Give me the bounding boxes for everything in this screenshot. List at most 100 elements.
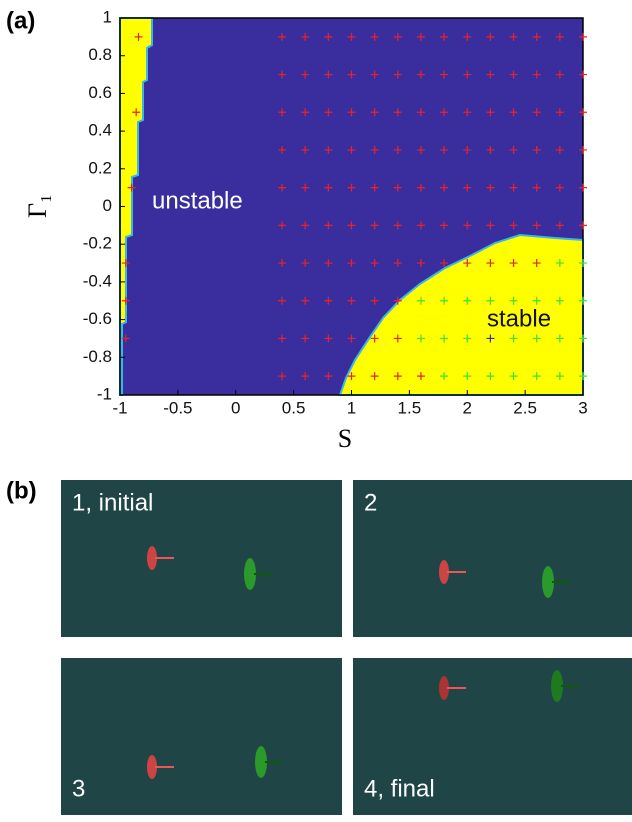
marker [324, 372, 333, 381]
marker [393, 108, 402, 117]
x-tick-label: 2.5 [513, 398, 537, 417]
marker [463, 372, 472, 381]
marker [393, 32, 402, 41]
marker [532, 296, 541, 305]
marker [555, 296, 564, 305]
marker [347, 108, 356, 117]
marker [486, 334, 495, 343]
marker [393, 183, 402, 192]
y-tick-label: 0.4 [88, 121, 112, 140]
marker [278, 334, 287, 343]
marker [579, 334, 587, 343]
panel-label: (a) [6, 7, 35, 34]
marker [579, 372, 587, 381]
marker [440, 259, 449, 268]
marker [509, 32, 518, 41]
green-body [551, 670, 563, 702]
marker [486, 296, 495, 305]
marker [370, 221, 379, 230]
marker [416, 296, 425, 305]
marker [532, 32, 541, 41]
marker [278, 70, 287, 79]
marker [463, 108, 472, 117]
marker [555, 183, 564, 192]
marker [301, 183, 310, 192]
marker [509, 70, 518, 79]
marker [278, 372, 287, 381]
marker [301, 32, 310, 41]
marker [532, 145, 541, 154]
y-tick-label: -0.4 [83, 271, 112, 290]
stable-region [338, 233, 584, 396]
marker [324, 221, 333, 230]
marker [347, 259, 356, 268]
marker [324, 145, 333, 154]
marker [324, 334, 333, 343]
marker [579, 296, 587, 305]
marker [416, 145, 425, 154]
marker [416, 372, 425, 381]
marker [301, 334, 310, 343]
marker [370, 334, 379, 343]
y-tick-label: -0.8 [83, 347, 112, 366]
red-body [439, 560, 449, 584]
marker [301, 145, 310, 154]
marker [416, 70, 425, 79]
marker [532, 372, 541, 381]
marker [486, 259, 495, 268]
marker [393, 372, 402, 381]
marker [463, 145, 472, 154]
marker [121, 259, 130, 268]
marker [393, 221, 402, 230]
marker [278, 259, 287, 268]
marker [278, 183, 287, 192]
marker [347, 70, 356, 79]
red-body [147, 755, 157, 779]
x-tick-label: 1 [347, 398, 356, 417]
marker [347, 296, 356, 305]
marker [440, 183, 449, 192]
marker [324, 183, 333, 192]
marker [509, 259, 518, 268]
marker [370, 372, 379, 381]
snapshot-label: 4, final [364, 775, 435, 802]
marker [532, 108, 541, 117]
marker [463, 221, 472, 230]
marker [555, 221, 564, 230]
y-tick-label: 0.8 [88, 45, 112, 64]
marker [370, 296, 379, 305]
marker [370, 183, 379, 192]
marker [127, 183, 136, 192]
marker [579, 221, 587, 230]
y-tick-label: -0.6 [83, 309, 112, 328]
marker [579, 108, 587, 117]
marker [555, 145, 564, 154]
marker [324, 70, 333, 79]
marker [301, 221, 310, 230]
marker [278, 296, 287, 305]
marker [393, 70, 402, 79]
snapshot-panel [353, 480, 632, 637]
marker [532, 334, 541, 343]
marker [509, 221, 518, 230]
snapshot-label: 1, initial [72, 489, 153, 516]
marker [579, 32, 587, 41]
marker [347, 334, 356, 343]
x-tick-label: 0 [231, 398, 240, 417]
x-tick-label: 2 [463, 398, 472, 417]
snapshot-label: 3 [72, 775, 85, 802]
x-tick-label: 0.5 [282, 398, 306, 417]
marker [370, 108, 379, 117]
marker [509, 334, 518, 343]
marker [347, 183, 356, 192]
marker [440, 108, 449, 117]
snapshot-panel [353, 658, 632, 815]
marker [278, 221, 287, 230]
marker [532, 259, 541, 268]
marker [463, 32, 472, 41]
marker [301, 296, 310, 305]
marker [393, 296, 402, 305]
marker [278, 32, 287, 41]
marker [370, 70, 379, 79]
